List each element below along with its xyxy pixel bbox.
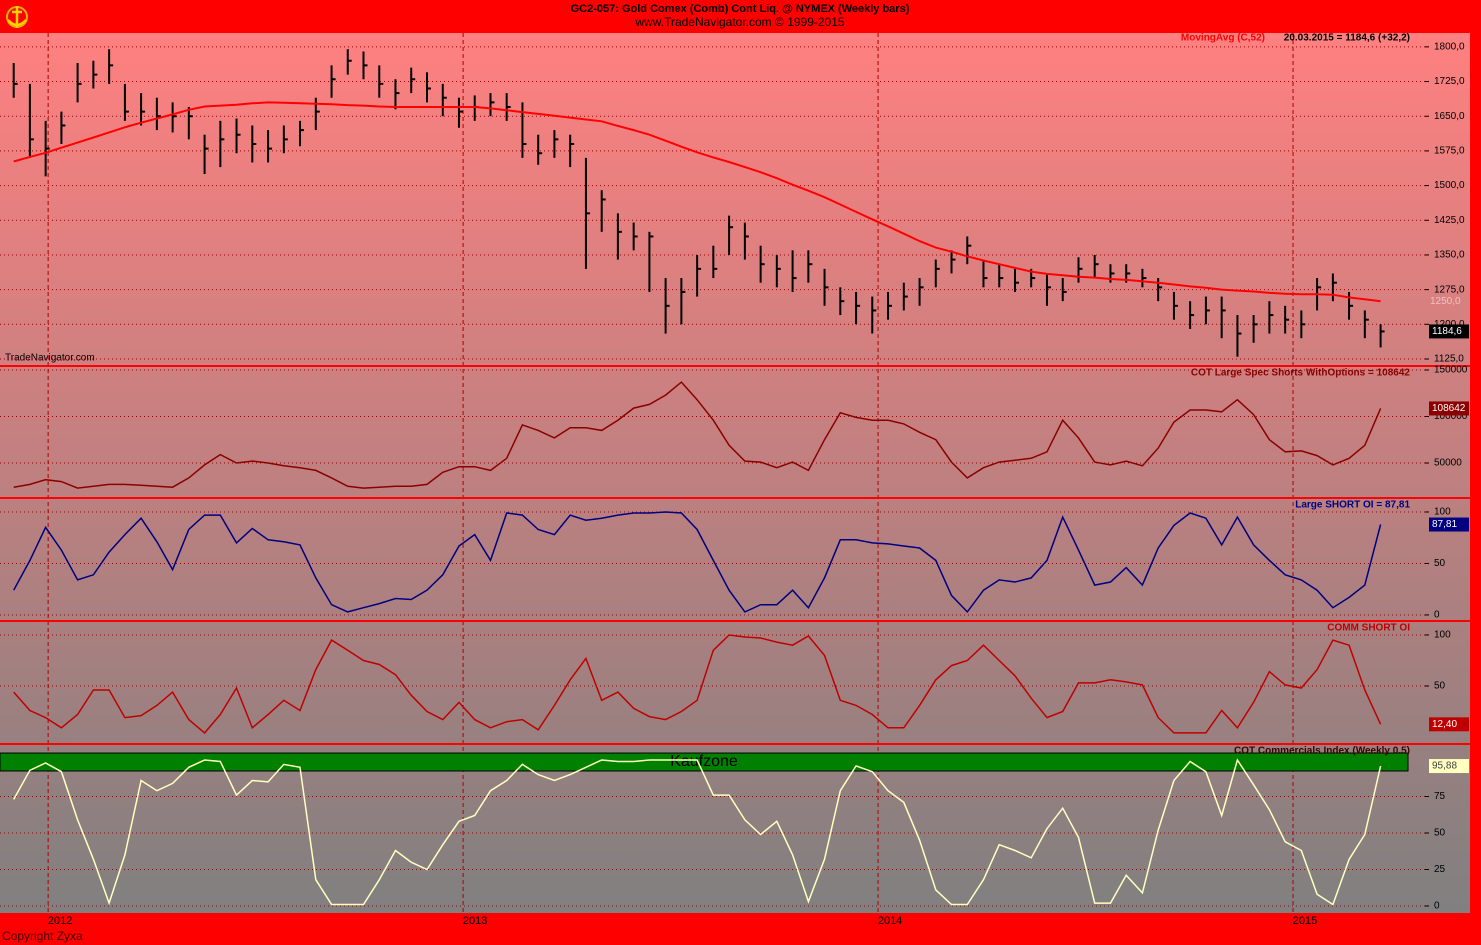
moving-average-name: MovingAvg (C,52) [1181, 33, 1265, 44]
y-tick-label: 50 [1434, 828, 1446, 839]
chart-title: GC2-057: Gold Comex (Comb) Cont Liq. @ N… [571, 3, 910, 15]
last-value-label: 12,40 [1432, 719, 1457, 730]
panel-title: COT Commercials Index (Weekly 0.5) [1234, 746, 1410, 757]
x-tick-label: 2013 [463, 915, 487, 927]
last-value-label: 1184,6 [1432, 326, 1462, 337]
last-value-box [1429, 517, 1469, 532]
x-tick-label: 2014 [878, 915, 902, 927]
watermark: TradeNavigator.com [5, 353, 95, 364]
y-tick-label: 1575,0 [1434, 146, 1465, 157]
panel-title: COMM SHORT OI [1327, 623, 1410, 634]
x-tick-label: 2015 [1293, 915, 1317, 927]
panel-title: Large SHORT OI = 87,81 [1295, 500, 1410, 511]
buy-zone [0, 752, 1409, 772]
last-value-label: 108642 [1432, 403, 1466, 414]
y-tick-label: 1725,0 [1434, 76, 1465, 87]
indicator-line [13, 511, 1382, 614]
y-tick-label: 50 [1434, 681, 1446, 692]
chart-subtitle: www.TradeNavigator.com © 1999-2015 [634, 15, 844, 29]
y-tick-label: 50 [1434, 558, 1446, 569]
y-tick-label: 50000 [1434, 458, 1462, 469]
indicator-line [13, 634, 1382, 734]
logo [6, 6, 28, 28]
indicator-line [13, 758, 1382, 906]
panel-title: COT Large Spec Shorts WithOptions = 1086… [1191, 368, 1411, 379]
x-tick-label: 2012 [48, 915, 72, 927]
moving-average-last-label: 1250,0 [1430, 296, 1461, 307]
copyright: Copyright Zyxa [2, 929, 83, 943]
buy-zone-label: Kaufzone [670, 753, 738, 770]
y-tick-label: 100 [1434, 630, 1451, 641]
last-value-label: 95,88 [1432, 761, 1457, 772]
y-tick-label: 1125,0 [1434, 354, 1464, 365]
y-tick-label: 1275,0 [1434, 284, 1465, 295]
y-tick-label: 1425,0 [1434, 215, 1465, 226]
last-value-box [1429, 717, 1469, 732]
y-tick-label: 100000 [1434, 411, 1468, 422]
y-tick-label: 100 [1434, 507, 1451, 518]
y-tick-label: 150000 [1434, 365, 1468, 376]
y-tick-label: 1500,0 [1434, 180, 1465, 191]
last-value-box [1429, 759, 1469, 774]
y-tick-label: 0 [1434, 610, 1440, 621]
moving-average-line [13, 101, 1381, 303]
indicator-line [13, 381, 1382, 489]
y-tick-label: 25 [1434, 864, 1446, 875]
y-tick-label: 1800,0 [1434, 42, 1465, 53]
y-tick-label: 1650,0 [1434, 111, 1465, 122]
last-value-box [1429, 324, 1469, 339]
y-tick-label: 75 [1434, 791, 1446, 802]
status-text: 20.03.2015 = 1184,6 (+32,2) [1284, 33, 1410, 44]
last-value-box [1429, 401, 1469, 416]
y-tick-label: 1350,0 [1434, 250, 1465, 261]
y-tick-label: 0 [1434, 901, 1440, 912]
last-value-label: 87,81 [1432, 519, 1457, 530]
